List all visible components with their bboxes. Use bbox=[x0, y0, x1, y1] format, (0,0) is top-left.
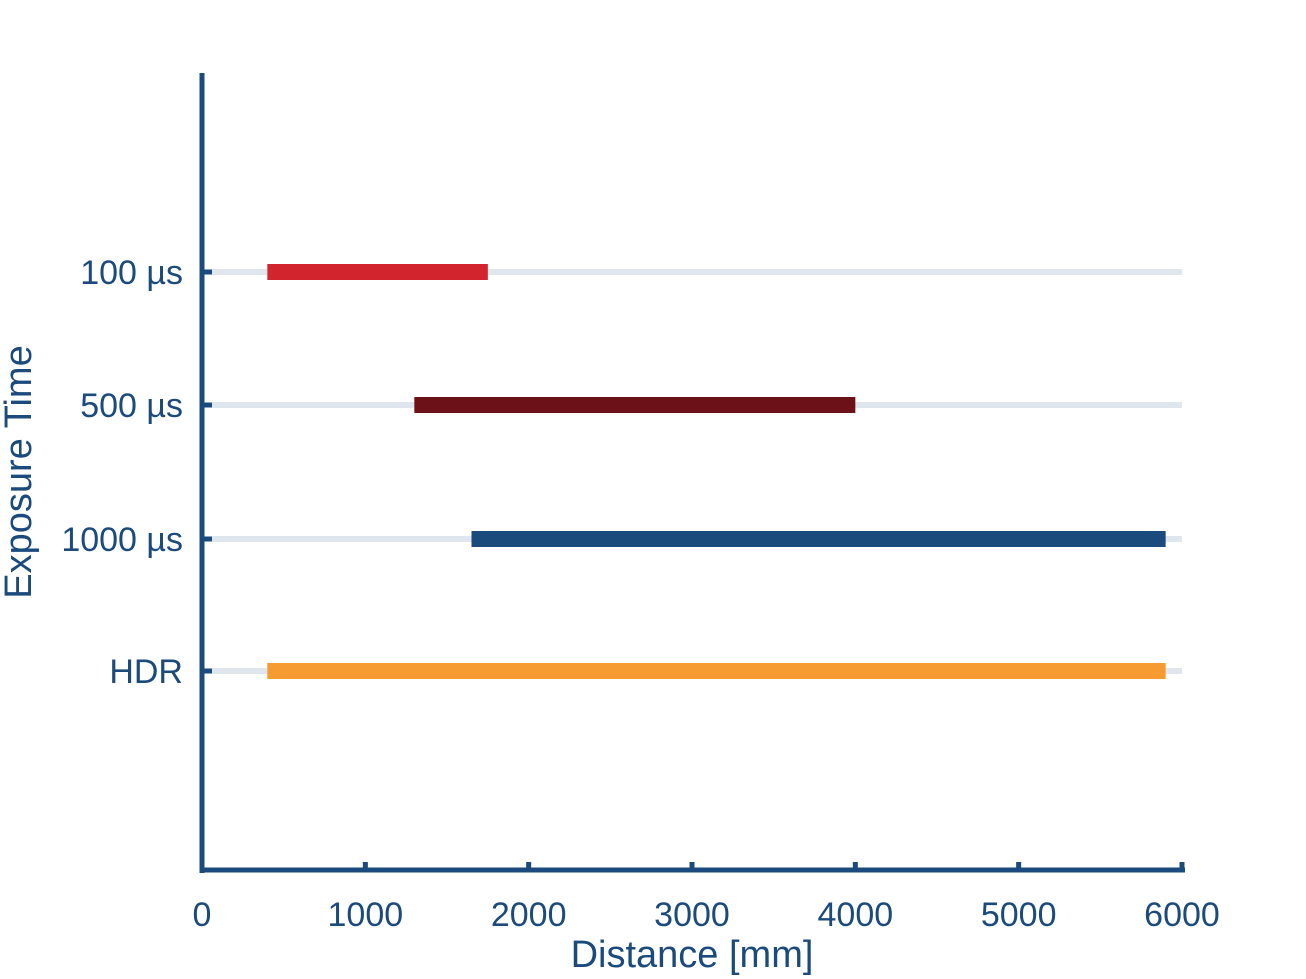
y-tick-label: 500 µs bbox=[80, 387, 183, 425]
y-axis-title: Exposure Time bbox=[0, 345, 40, 598]
axes bbox=[199, 73, 1185, 873]
range-bar bbox=[267, 264, 488, 280]
y-tick-label: 100 µs bbox=[80, 254, 183, 292]
x-tick-label: 1000 bbox=[328, 896, 404, 934]
x-tick-label: 5000 bbox=[981, 896, 1057, 934]
x-ticks: 0 1000 2000 3000 4000 5000 6000 bbox=[193, 862, 1220, 934]
x-tick-label: 0 bbox=[193, 896, 212, 934]
y-ticks: 100 µs 500 µs 1000 µs HDR bbox=[61, 254, 212, 691]
range-bars bbox=[267, 264, 1166, 679]
range-bar bbox=[267, 663, 1166, 679]
x-tick-label: 2000 bbox=[491, 896, 567, 934]
y-tick-label: 1000 µs bbox=[61, 521, 183, 559]
range-bar bbox=[471, 531, 1166, 547]
x-tick-label: 4000 bbox=[818, 896, 894, 934]
range-bar bbox=[414, 397, 856, 413]
x-axis-title: Distance [mm] bbox=[571, 934, 814, 976]
y-tick-label: HDR bbox=[109, 653, 183, 691]
x-tick-label: 3000 bbox=[654, 896, 730, 934]
x-tick-label: 6000 bbox=[1144, 896, 1220, 934]
category-tracks bbox=[212, 269, 1182, 674]
